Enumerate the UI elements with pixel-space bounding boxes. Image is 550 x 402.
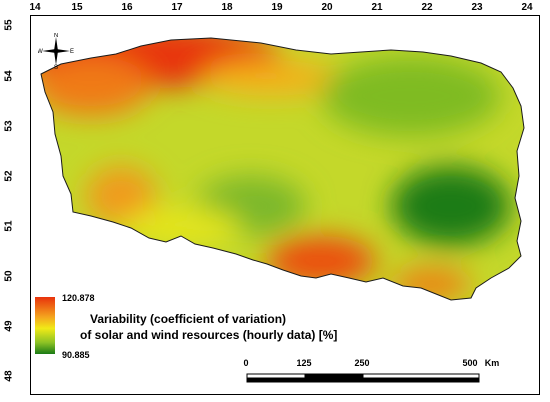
scale-unit: Km <box>484 358 500 368</box>
compass-s: S <box>54 65 58 69</box>
compass-n: N <box>54 33 58 39</box>
scale-bar-segment-2 <box>304 373 364 379</box>
longitude-tick: 19 <box>271 2 283 13</box>
scale-label-125: 125 <box>296 358 312 368</box>
scale-label-250: 250 <box>354 358 370 368</box>
latitude-tick: 55 <box>3 19 15 31</box>
longitude-tick: 15 <box>71 2 83 13</box>
latitude-tick: 49 <box>3 320 15 332</box>
longitude-tick: 14 <box>29 2 41 13</box>
latitude-tick: 53 <box>3 120 15 132</box>
legend-max-value: 120.878 <box>62 293 95 303</box>
compass-w: W <box>38 49 43 55</box>
northwest-high-zone <box>41 56 151 116</box>
longitude-tick: 17 <box>171 2 183 13</box>
longitude-tick: 21 <box>371 2 383 13</box>
south-yellow-zone <box>121 208 241 244</box>
longitude-tick: 16 <box>121 2 133 13</box>
legend-min-value: 90.885 <box>62 350 90 360</box>
scale-bar-segment-1 <box>246 373 306 379</box>
poland-variability-map <box>40 37 525 383</box>
latitude-tick: 51 <box>3 220 15 232</box>
longitude-tick: 22 <box>421 2 433 13</box>
scale-label-0: 0 <box>243 358 249 368</box>
longitude-tick: 20 <box>321 2 333 13</box>
southwest-orange-zone <box>86 166 156 226</box>
compass-rose-icon: N S E W <box>38 33 74 69</box>
legend-color-ramp <box>35 297 55 354</box>
scale-label-500: 500 <box>462 358 478 368</box>
latitude-tick: 54 <box>3 70 15 82</box>
map-frame <box>30 15 540 395</box>
latitude-tick: 48 <box>3 370 15 382</box>
longitude-tick: 23 <box>471 2 483 13</box>
scale-bar <box>246 373 480 383</box>
legend-title-line-1: Variability (coefficient of variation) <box>90 312 287 326</box>
east-low-zone <box>391 166 511 246</box>
poland-border <box>40 37 525 301</box>
scale-bar-segment-3 <box>362 373 480 379</box>
latitude-tick: 50 <box>3 270 15 282</box>
scale-bar-segment-4 <box>246 377 364 383</box>
legend-title-line-2: of solar and wind resources (hourly data… <box>80 328 338 342</box>
latitude-tick: 52 <box>3 170 15 182</box>
south-high-zone <box>266 236 376 286</box>
longitude-tick: 18 <box>221 2 233 13</box>
compass-e: E <box>70 49 74 55</box>
northeast-green-zone <box>321 56 501 136</box>
longitude-tick: 24 <box>521 2 533 13</box>
north-orange-zone <box>201 60 341 96</box>
southeast-orange-zone <box>391 269 471 299</box>
scale-bar-segment-5 <box>362 377 480 383</box>
